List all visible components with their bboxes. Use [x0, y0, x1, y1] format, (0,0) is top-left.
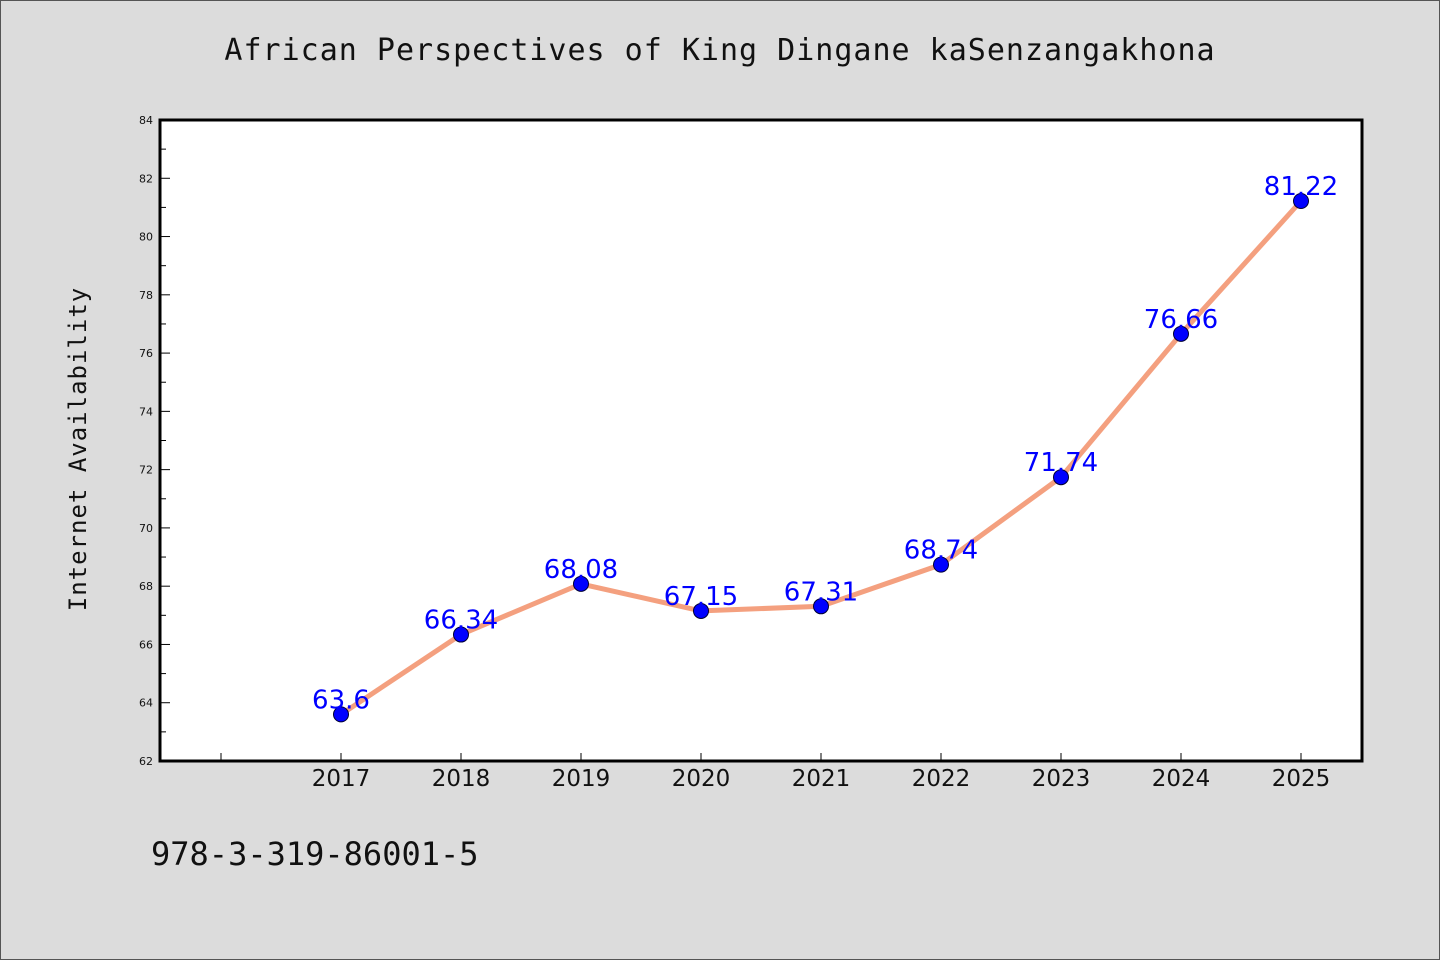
- x-tick-label: 2021: [792, 766, 851, 792]
- y-tick-label: 82: [139, 172, 153, 185]
- data-point: [1293, 192, 1309, 209]
- data-label: 67.31: [784, 577, 858, 607]
- data-label: 71.74: [1024, 448, 1098, 478]
- y-tick-label: 66: [139, 638, 153, 651]
- y-tick-label: 74: [139, 405, 153, 418]
- y-tick-label: 78: [139, 289, 153, 302]
- x-tick-label: 2022: [912, 766, 971, 792]
- y-tick-label: 84: [139, 114, 153, 127]
- data-label: 81.22: [1264, 172, 1338, 202]
- data-point: [1053, 469, 1069, 486]
- data-label: 68.08: [544, 555, 618, 585]
- y-tick-label: 76: [139, 347, 153, 360]
- y-tick-label: 62: [139, 755, 153, 768]
- x-tick-label: 2023: [1032, 766, 1091, 792]
- data-label: 76.66: [1144, 305, 1218, 335]
- x-tick-label: 2024: [1152, 766, 1211, 792]
- data-markers: [333, 192, 1309, 723]
- data-label: 66.34: [424, 606, 498, 636]
- data-point: [1173, 325, 1189, 342]
- x-axis: 2017 2018 2019 2020 2021 2022 2023 2024 2025: [220, 753, 1331, 792]
- y-tick-label: 68: [139, 580, 153, 593]
- data-point: [693, 602, 709, 619]
- x-tick-label: 2017: [312, 766, 371, 792]
- data-point: [453, 626, 469, 643]
- plot-area: [158, 118, 1364, 763]
- data-point: [933, 556, 949, 573]
- y-tick-label: 72: [139, 464, 153, 477]
- data-label: 67.15: [664, 582, 738, 612]
- y-tick-label: 80: [139, 231, 153, 244]
- data-point: [813, 598, 829, 615]
- data-point: [333, 706, 349, 723]
- x-tick-label: 2025: [1272, 766, 1331, 792]
- y-axis: 62 64 66 68 70 72 74 76 78 80 82 84: [139, 114, 170, 768]
- footnote-isbn: 978-3-319-86001-5: [151, 835, 479, 873]
- data-labels: 63.6 66.34 68.08 67.15 67.31 68.74 71.74 76.66 8…: [312, 172, 1338, 715]
- chart-title: African Perspectives of King Dingane kaS…: [224, 33, 1216, 68]
- data-label: 68.74: [904, 536, 978, 566]
- x-tick-label: 2018: [432, 766, 491, 792]
- x-tick-label: 2020: [672, 766, 731, 792]
- data-label: 63.6: [312, 685, 370, 715]
- x-tick-label: 2019: [552, 766, 611, 792]
- y-tick-label: 64: [139, 697, 153, 710]
- data-point: [573, 575, 589, 592]
- y-tick-label: 70: [139, 522, 153, 535]
